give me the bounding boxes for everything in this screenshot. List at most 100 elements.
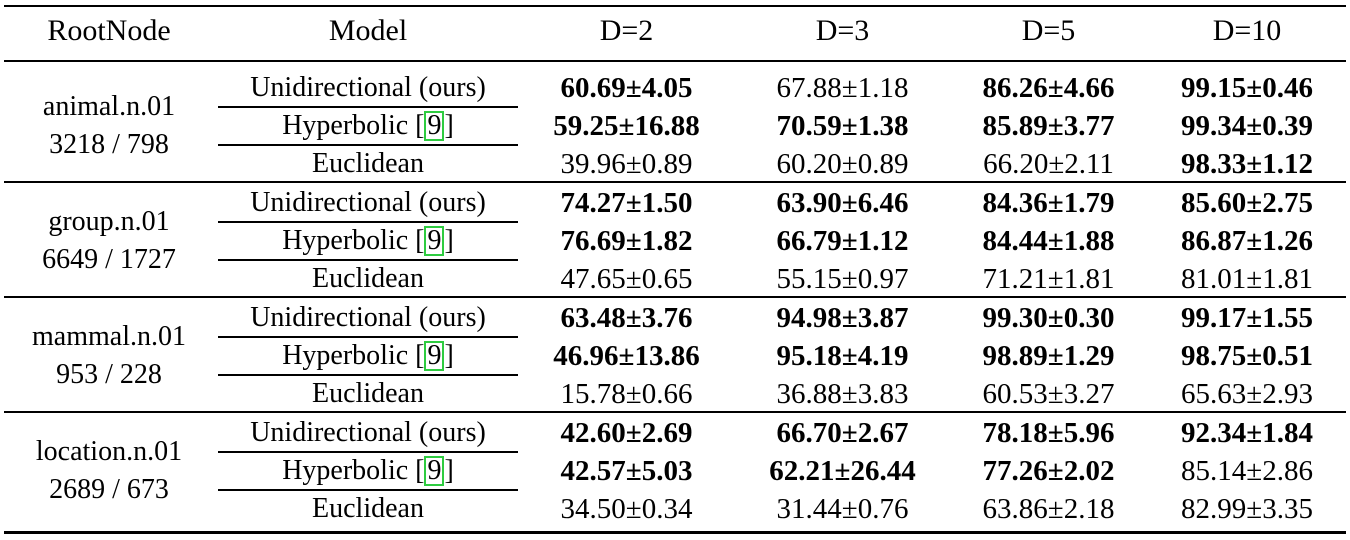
table-rule — [4, 296, 1346, 298]
table-rule — [218, 259, 518, 261]
result-cell-d10: 85.60±2.75 — [1181, 187, 1313, 219]
root-node-cell: group.n.01 6649 / 1727 — [0, 203, 218, 279]
model-name: Unidirectional (ours) — [250, 417, 486, 448]
result-cell-d5: 71.21±1.81 — [982, 263, 1115, 295]
result-cell-d5: 60.53±3.27 — [982, 378, 1115, 410]
result-cell-d10: 99.15±0.46 — [1181, 72, 1313, 104]
header-d2: D=2 — [599, 14, 654, 47]
model-name: Hyperbolic [ — [282, 225, 425, 256]
citation-close-bracket: ] — [444, 110, 454, 141]
model-name: Euclidean — [312, 378, 424, 409]
citation-link[interactable]: 9 — [424, 111, 445, 141]
table-rule — [218, 106, 518, 108]
model-cell: Unidirectional (ours) — [218, 414, 518, 452]
result-cell-d3: 63.90±6.46 — [776, 187, 909, 219]
table-rule — [4, 411, 1346, 413]
result-cell-d2: 42.57±5.03 — [560, 455, 693, 487]
model-cell: Euclidean — [218, 145, 518, 183]
result-cell-d2: 63.48±3.76 — [560, 302, 693, 334]
table-rule — [218, 144, 518, 146]
header-d10: D=10 — [1212, 14, 1282, 47]
result-cell-d5: 99.30±0.30 — [982, 302, 1115, 334]
model-name: Hyperbolic [ — [282, 110, 425, 141]
result-cell-d5: 63.86±2.18 — [982, 493, 1115, 525]
result-cell-d2: 34.50±0.34 — [560, 493, 693, 525]
header-d3: D=3 — [815, 14, 870, 47]
root-node-counts: 953 / 228 — [56, 359, 162, 390]
result-cell-d2: 59.25±16.88 — [553, 110, 700, 142]
result-cell-d5: 85.89±3.77 — [982, 110, 1115, 142]
header-model: Model — [328, 14, 408, 47]
root-node-counts: 3218 / 798 — [49, 129, 169, 160]
result-cell-d2: 47.65±0.65 — [560, 263, 693, 295]
table-rule — [218, 374, 518, 376]
result-cell-d3: 95.18±4.19 — [776, 340, 909, 372]
result-cell-d10: 86.87±1.26 — [1181, 225, 1313, 257]
model-cell: Euclidean — [218, 490, 518, 528]
citation-link[interactable]: 9 — [424, 341, 445, 371]
result-cell-d2: 39.96±0.89 — [560, 148, 693, 180]
model-name: Unidirectional (ours) — [250, 187, 486, 218]
header-d5: D=5 — [1021, 14, 1076, 47]
model-name: Euclidean — [312, 263, 424, 294]
root-node-name: mammal.n.01 — [32, 321, 186, 352]
result-cell-d2: 15.78±0.66 — [560, 378, 693, 410]
result-cell-d3: 70.59±1.38 — [776, 110, 909, 142]
result-cell-d3: 55.15±0.97 — [776, 263, 909, 295]
citation-close-bracket: ] — [444, 455, 454, 486]
model-cell: Hyperbolic [9] — [218, 222, 518, 260]
result-cell-d2: 76.69±1.82 — [560, 225, 693, 257]
result-cell-d10: 99.17±1.55 — [1181, 302, 1313, 334]
result-cell-d10: 98.33±1.12 — [1181, 148, 1313, 180]
root-node-name: location.n.01 — [35, 436, 183, 467]
model-name: Euclidean — [312, 148, 424, 179]
result-cell-d5: 66.20±2.11 — [983, 148, 1114, 180]
result-cell-d5: 78.18±5.96 — [982, 417, 1115, 449]
table-rule — [218, 221, 518, 223]
model-name: Unidirectional (ours) — [250, 302, 486, 333]
model-cell: Unidirectional (ours) — [218, 69, 518, 107]
result-cell-d3: 66.70±2.67 — [776, 417, 909, 449]
table-rule — [218, 451, 518, 453]
result-cell-d3: 60.20±0.89 — [776, 148, 909, 180]
result-cell-d2: 42.60±2.69 — [560, 417, 693, 449]
result-cell-d10: 99.34±0.39 — [1181, 110, 1313, 142]
citation-close-bracket: ] — [444, 340, 454, 371]
model-cell: Euclidean — [218, 375, 518, 413]
root-node-cell: animal.n.01 3218 / 798 — [0, 88, 218, 164]
citation-link[interactable]: 9 — [424, 226, 445, 256]
result-cell-d5: 84.44±1.88 — [982, 225, 1115, 257]
root-node-counts: 6649 / 1727 — [42, 244, 176, 275]
table-rule — [4, 181, 1346, 183]
model-cell: Euclidean — [218, 260, 518, 298]
model-cell: Hyperbolic [9] — [218, 337, 518, 375]
root-node-cell: mammal.n.01 953 / 228 — [0, 318, 218, 394]
result-cell-d3: 67.88±1.18 — [776, 72, 909, 104]
result-cell-d3: 31.44±0.76 — [776, 493, 909, 525]
result-cell-d2: 46.96±13.86 — [553, 340, 700, 372]
result-cell-d2: 60.69±4.05 — [560, 72, 693, 104]
header-rootnode: RootNode — [47, 14, 171, 47]
model-cell: Hyperbolic [9] — [218, 452, 518, 490]
model-cell: Unidirectional (ours) — [218, 299, 518, 337]
root-node-name: animal.n.01 — [42, 91, 176, 122]
model-name: Unidirectional (ours) — [250, 72, 486, 103]
result-cell-d10: 92.34±1.84 — [1181, 417, 1313, 449]
model-cell: Hyperbolic [9] — [218, 107, 518, 145]
table-rule — [4, 5, 1346, 7]
result-cell-d10: 98.75±0.51 — [1181, 340, 1313, 372]
root-node-name: group.n.01 — [48, 206, 170, 237]
result-cell-d3: 36.88±3.83 — [776, 378, 909, 410]
result-cell-d3: 94.98±3.87 — [776, 302, 909, 334]
result-cell-d5: 86.26±4.66 — [982, 72, 1115, 104]
result-cell-d5: 84.36±1.79 — [982, 187, 1115, 219]
root-node-cell: location.n.01 2689 / 673 — [0, 433, 218, 509]
result-cell-d10: 85.14±2.86 — [1181, 455, 1313, 487]
result-cell-d5: 77.26±2.02 — [982, 455, 1115, 487]
model-name: Euclidean — [312, 493, 424, 524]
result-cell-d3: 62.21±26.44 — [769, 455, 916, 487]
root-node-counts: 2689 / 673 — [49, 474, 169, 505]
result-cell-d3: 66.79±1.12 — [776, 225, 909, 257]
citation-link[interactable]: 9 — [424, 456, 445, 486]
table-rule — [218, 336, 518, 338]
